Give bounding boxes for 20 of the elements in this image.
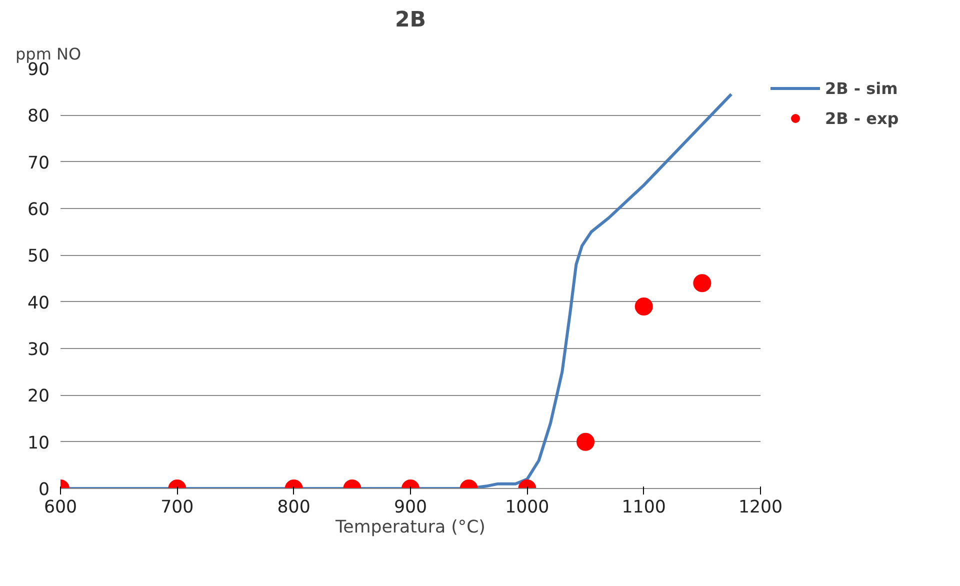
y-tick-label: 0 <box>38 480 50 500</box>
x-tick-label: 1200 <box>738 498 783 518</box>
y-tick-label: 80 <box>27 106 50 127</box>
y-tick-label: 30 <box>27 340 50 360</box>
chart-title: 2B <box>394 8 426 32</box>
legend-label: 2B - sim <box>825 78 898 98</box>
y-tick-label: 60 <box>27 200 50 220</box>
x-tick-label: 1100 <box>622 498 666 518</box>
x-tick-label: 700 <box>160 498 194 518</box>
y-tick-label: 40 <box>27 293 50 314</box>
legend-label: 2B - exp <box>825 108 899 128</box>
y-tick-label: 10 <box>27 433 50 454</box>
y-tick-label: 20 <box>27 386 50 407</box>
x-tick-label: 600 <box>44 498 78 518</box>
x-tick-label: 800 <box>277 498 310 518</box>
x-tick-label: 900 <box>394 498 428 518</box>
y-tick-label: 70 <box>27 153 50 174</box>
x-tick-label: 1000 <box>505 498 550 518</box>
y-tick-label: 50 <box>27 246 50 267</box>
x-axis-title: Temperatura (°C) <box>334 518 486 538</box>
